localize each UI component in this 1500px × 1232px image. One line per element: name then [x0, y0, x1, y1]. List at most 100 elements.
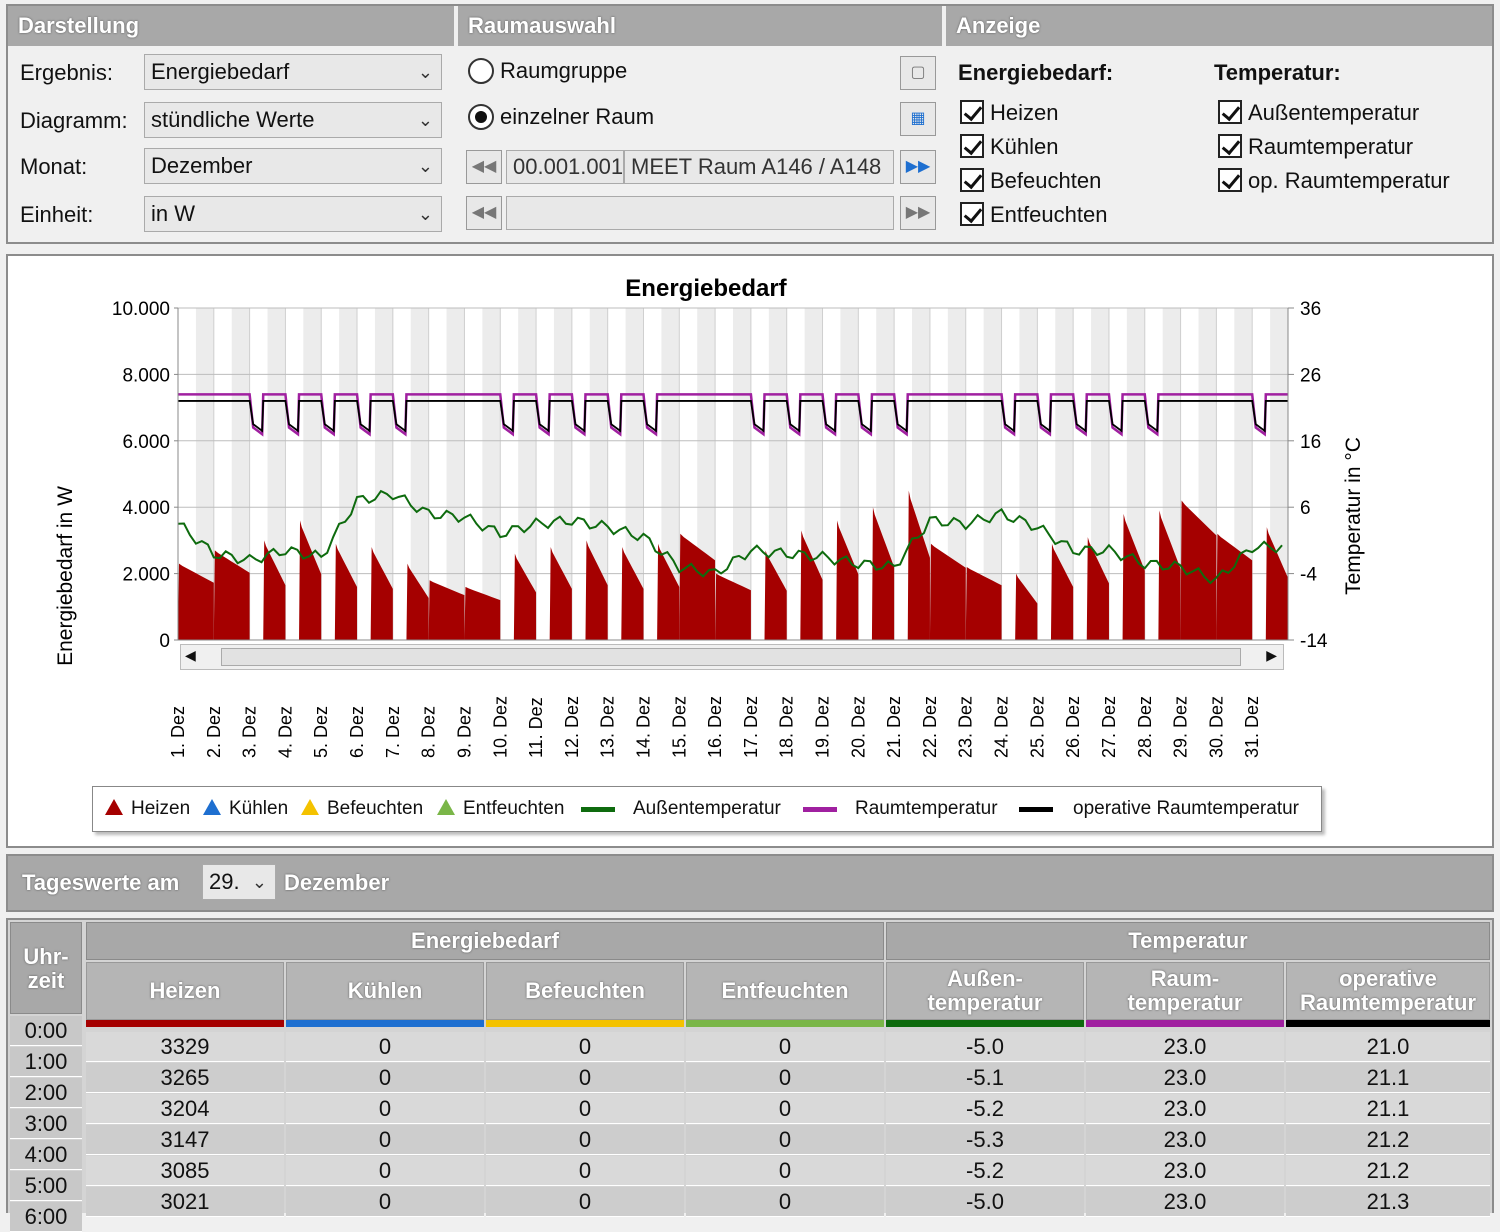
table-cell: 23.0 — [1086, 1156, 1284, 1186]
day-band — [374, 308, 393, 640]
befeuchten-checkbox[interactable] — [960, 168, 984, 192]
table-cell: 0 — [686, 1156, 884, 1186]
scroll-left-icon[interactable]: ◀ — [185, 647, 196, 663]
calendar-icon[interactable]: ▦ — [900, 102, 936, 136]
table-cell: 0 — [486, 1156, 684, 1186]
y-tick-label: 10.000 — [112, 299, 170, 320]
prev-room-2-button[interactable]: ◀◀ — [466, 196, 502, 230]
legend-entfeuchten: Entfeuchten — [463, 798, 565, 819]
scrollbar-thumb[interactable] — [221, 648, 1241, 666]
day-band — [768, 308, 787, 640]
prev-room-button[interactable]: ◀◀ — [466, 150, 502, 184]
op-raumtemperatur-label: op. Raumtemperatur — [1248, 168, 1450, 193]
heizen-checkbox[interactable] — [960, 100, 984, 124]
table-cell: 23.0 — [1086, 1094, 1284, 1124]
column-header: Entfeuchten — [686, 962, 884, 1020]
column-header: operative Raumtemperatur — [1286, 962, 1490, 1020]
raumgruppe-radio[interactable] — [468, 58, 494, 84]
room-name-field[interactable]: MEET Raum A146 / A148 — [624, 150, 894, 184]
hour-label: 0:00 — [10, 1016, 82, 1046]
y2-tick-label: 16 — [1300, 432, 1321, 453]
room-group-picker-button[interactable]: ▢ — [900, 56, 936, 90]
heizen-area — [178, 563, 214, 640]
einheit-select[interactable]: in W ⌄ — [144, 196, 442, 232]
x-tick-label: 13. Dez — [598, 696, 618, 758]
diagramm-label: Diagramm: — [20, 108, 128, 133]
ergebnis-select[interactable]: Energiebedarf ⌄ — [144, 54, 442, 90]
hour-label: 2:00 — [10, 1078, 82, 1108]
room-compare-field[interactable] — [506, 196, 894, 230]
table-cell: 3204 — [86, 1094, 284, 1124]
raumtemperatur-label: Raumtemperatur — [1248, 134, 1414, 159]
heizen-area — [513, 553, 537, 640]
heizen-area — [334, 543, 358, 640]
day-band — [339, 308, 358, 640]
legend-aussen-marker — [581, 807, 615, 812]
scroll-right-icon[interactable]: ▶ — [1266, 647, 1277, 663]
heizen-area — [871, 507, 895, 640]
next-room-button[interactable]: ▶▶ — [900, 150, 936, 184]
legend-raum-marker — [803, 807, 837, 812]
chart-title: Energiebedarf — [625, 275, 787, 302]
table-cell: 0 — [286, 1032, 484, 1062]
x-tick-label: 30. Dez — [1206, 696, 1226, 758]
aussentemperatur-label: Außentemperatur — [1248, 100, 1420, 125]
temperature-series — [177, 393, 1288, 585]
temperatur-title: Temperatur: — [1214, 60, 1341, 85]
x-tick-label: 3. Dez — [240, 706, 260, 758]
heizen-area — [263, 540, 286, 640]
heizen-area — [800, 530, 823, 640]
heizen-area — [907, 490, 930, 640]
x-tick-label: 29. Dez — [1171, 696, 1191, 758]
raumtemperatur-checkbox[interactable] — [1218, 134, 1242, 158]
op-raumtemperatur-checkbox[interactable] — [1218, 168, 1242, 192]
x-tick-label: 16. Dez — [705, 696, 725, 758]
x-tick-label: 21. Dez — [884, 696, 904, 758]
table-cell: 0 — [286, 1063, 484, 1093]
heizen-area — [679, 533, 716, 640]
uhrzeit-header: Uhr- zeit — [10, 922, 82, 1014]
heizen-area — [406, 563, 429, 640]
heizen-area — [764, 550, 787, 640]
table-cell: 0 — [286, 1125, 484, 1155]
diagramm-select[interactable]: stündliche Werte ⌄ — [144, 102, 442, 138]
heizen-area — [464, 586, 501, 640]
x-tick-label: 24. Dez — [992, 696, 1012, 758]
column-color-bar — [886, 1020, 1084, 1027]
day-band — [625, 308, 644, 640]
kuehlen-label: Kühlen — [990, 134, 1059, 159]
monat-label: Monat: — [20, 154, 88, 179]
table-cell: 23.0 — [1086, 1063, 1284, 1093]
x-tick-label: 23. Dez — [956, 696, 976, 758]
table-cell: -5.1 — [886, 1063, 1084, 1093]
energiebedarf-group-header: Energiebedarf — [86, 922, 884, 960]
table-cell: 0 — [686, 1032, 884, 1062]
einzelner-raum-radio[interactable] — [468, 104, 494, 130]
y2-tick-label: 6 — [1300, 498, 1311, 519]
raumgruppe-label: Raumgruppe — [500, 58, 628, 83]
legend-operativ: operative Raumtemperatur — [1073, 798, 1299, 819]
energy-chart: 0 -14 2.000 -4 4.000 6 6.000 16 8.000 26 10.000 36 1… — [54, 275, 1365, 758]
x-tick-label: 6. Dez — [347, 706, 367, 758]
monat-select[interactable]: Dezember ⌄ — [144, 148, 442, 184]
x-tick-label: 7. Dez — [383, 706, 403, 758]
day-band — [1055, 308, 1074, 640]
day-band — [553, 308, 572, 640]
darstellung-header: Darstellung — [8, 6, 454, 46]
day-band — [482, 308, 501, 640]
energiebedarf-title: Energiebedarf: — [958, 60, 1114, 85]
heizen-area — [549, 547, 572, 640]
entfeuchten-checkbox[interactable] — [960, 202, 984, 226]
day-band — [518, 308, 537, 640]
column-header: Kühlen — [286, 962, 484, 1020]
next-room-2-button[interactable]: ▶▶ — [900, 196, 936, 230]
kuehlen-checkbox[interactable] — [960, 134, 984, 158]
chart-scrollbar[interactable]: ◀ ▶ — [180, 644, 1284, 670]
aussentemperatur-checkbox[interactable] — [1218, 100, 1242, 124]
heizen-area — [929, 543, 966, 640]
room-number-field[interactable]: 00.001.001 — [506, 150, 624, 184]
day-select[interactable]: 29. ⌄ — [202, 864, 276, 900]
chevron-down-icon: ⌄ — [417, 204, 433, 224]
operative-raumtemperatur-line — [178, 400, 1288, 433]
day-band — [267, 308, 286, 640]
